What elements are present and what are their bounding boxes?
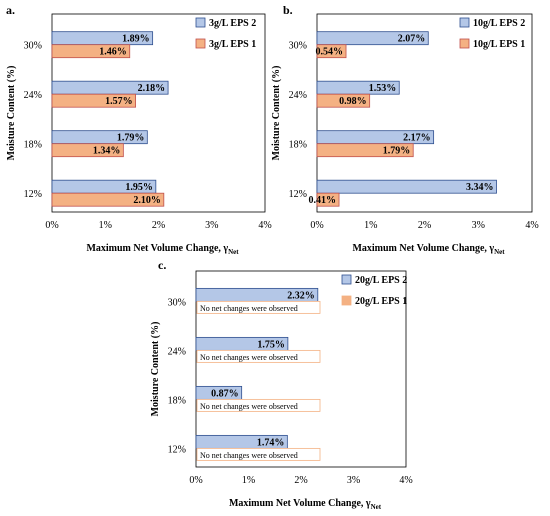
legend-label: 20g/L EPS 1 (355, 296, 407, 307)
plot-frame (316, 13, 533, 213)
legend-swatch (195, 38, 206, 49)
x-axis-label-sub: Net (228, 248, 239, 256)
x-axis-label-main: Maximum Net Volume Change, γ (229, 498, 371, 509)
x-tick-label: 4% (525, 220, 538, 231)
legend-swatch (341, 295, 352, 306)
legend-label: 20g/L EPS 2 (355, 275, 407, 286)
bar-note: No net changes were observed (200, 304, 298, 313)
y-tick-label: 24% (289, 90, 307, 101)
bar-value-label: 1.53% (369, 83, 397, 94)
y-axis-label: Moisture Content (%) (6, 66, 17, 161)
x-tick-label: 0% (189, 475, 202, 486)
bar-note: No net changes were observed (200, 451, 298, 460)
y-tick-label: 30% (289, 41, 307, 52)
x-axis-label-sub: Net (371, 503, 382, 511)
chart-panel-c: 30% 2.32% No net changes were observed 24% 1… (150, 270, 413, 511)
chart-panel-a: 30% 1.89% 1.46% 24% 2.18% 1.57% 18% 1.79% 1.34% 1… (6, 13, 272, 256)
x-axis-label: Maximum Net Volume Change, γNet (229, 498, 382, 511)
x-axis-label-main: Maximum Net Volume Change, γ (86, 243, 228, 254)
x-tick-label: 4% (399, 475, 412, 486)
y-tick-label: 12% (24, 189, 42, 200)
bar (316, 31, 429, 46)
y-tick-label: 18% (24, 140, 42, 151)
bar-value-label: 2.07% (398, 34, 426, 45)
bar-placeholder (196, 398, 321, 412)
y-tick-label: 30% (168, 297, 186, 308)
bar (316, 44, 347, 59)
bar-value-label: 2.18% (138, 83, 166, 94)
x-tick-label: 1% (242, 475, 255, 486)
legend-swatch (459, 38, 470, 49)
bar (316, 192, 340, 207)
bar-placeholder (196, 300, 321, 314)
y-tick-label: 12% (289, 189, 307, 200)
bar-value-label: 1.57% (105, 96, 133, 107)
x-axis-label: Maximum Net Volume Change, γNet (352, 243, 505, 256)
legend-swatch (341, 274, 352, 285)
bar-value-label: 1.34% (93, 146, 121, 157)
bar-value-label: 1.95% (125, 182, 153, 193)
x-tick-label: 0% (45, 220, 58, 231)
bar-value-label: 1.89% (122, 34, 150, 45)
bar-value-label: 1.79% (117, 133, 145, 144)
x-tick-label: 0% (310, 220, 323, 231)
y-tick-label: 24% (24, 90, 42, 101)
bar (316, 93, 371, 108)
x-tick-label: 3% (205, 220, 218, 231)
bar-note: No net changes were observed (200, 353, 298, 362)
x-tick-label: 2% (152, 220, 165, 231)
x-axis-label-sub: Net (494, 248, 505, 256)
bar (51, 192, 165, 207)
y-axis-label: Moisture Content (%) (150, 322, 161, 417)
legend-label: 3g/L EPS 1 (209, 39, 256, 50)
bar-value-label: 0.41% (309, 195, 337, 206)
chart-panel-b: 30% 2.07% 0.54% 24% 1.53%0.98% 18% 2.17% 1.79% 1… (271, 13, 539, 256)
bar-note: No net changes were observed (200, 402, 298, 411)
bar (316, 179, 497, 194)
bar (51, 143, 124, 158)
bar (51, 93, 137, 108)
x-axis-label-main: Maximum Net Volume Change, γ (352, 243, 494, 254)
panel-label-c: c. (158, 258, 167, 272)
bar-value-label: 0.98% (339, 96, 367, 107)
bar (316, 143, 414, 158)
y-tick-label: 18% (168, 395, 186, 406)
bar-placeholder (196, 349, 321, 363)
bar-value-label: 2.10% (133, 195, 161, 206)
bar-value-label: 2.17% (403, 133, 431, 144)
legend-label: 10g/L EPS 2 (473, 18, 525, 29)
x-tick-label: 1% (99, 220, 112, 231)
bar-value-label: 1.74% (257, 437, 285, 448)
x-tick-label: 1% (364, 220, 377, 231)
y-tick-label: 30% (24, 41, 42, 52)
legend-label: 3g/L EPS 2 (209, 18, 256, 29)
x-tick-label: 2% (294, 475, 307, 486)
panel-label-a: a. (6, 3, 15, 17)
x-tick-label: 2% (418, 220, 431, 231)
bar-value-label: 3.34% (466, 182, 494, 193)
x-tick-label: 3% (472, 220, 485, 231)
plot-frame (195, 270, 407, 468)
x-axis-label: Maximum Net Volume Change, γNet (86, 243, 239, 256)
y-tick-label: 12% (168, 444, 186, 455)
bar-value-label: 0.87% (211, 388, 239, 399)
bar-value-label: 1.46% (99, 47, 127, 58)
legend-swatch (195, 17, 206, 28)
bar-value-label: 0.54% (316, 47, 344, 58)
x-tick-label: 3% (347, 475, 360, 486)
x-tick-label: 4% (258, 220, 271, 231)
y-tick-label: 24% (168, 346, 186, 357)
y-axis-label: Moisture Content (%) (271, 66, 282, 161)
bar-value-label: 1.79% (383, 146, 411, 157)
bar-placeholder (196, 447, 321, 461)
legend-swatch (459, 17, 470, 28)
bar-value-label: 1.75% (257, 339, 285, 350)
bar-value-label: 2.32% (287, 290, 315, 301)
plot-frame (51, 13, 266, 213)
panel-label-b: b. (283, 3, 293, 17)
y-tick-label: 18% (289, 140, 307, 151)
legend-label: 10g/L EPS 1 (473, 39, 525, 50)
bar (51, 44, 131, 59)
